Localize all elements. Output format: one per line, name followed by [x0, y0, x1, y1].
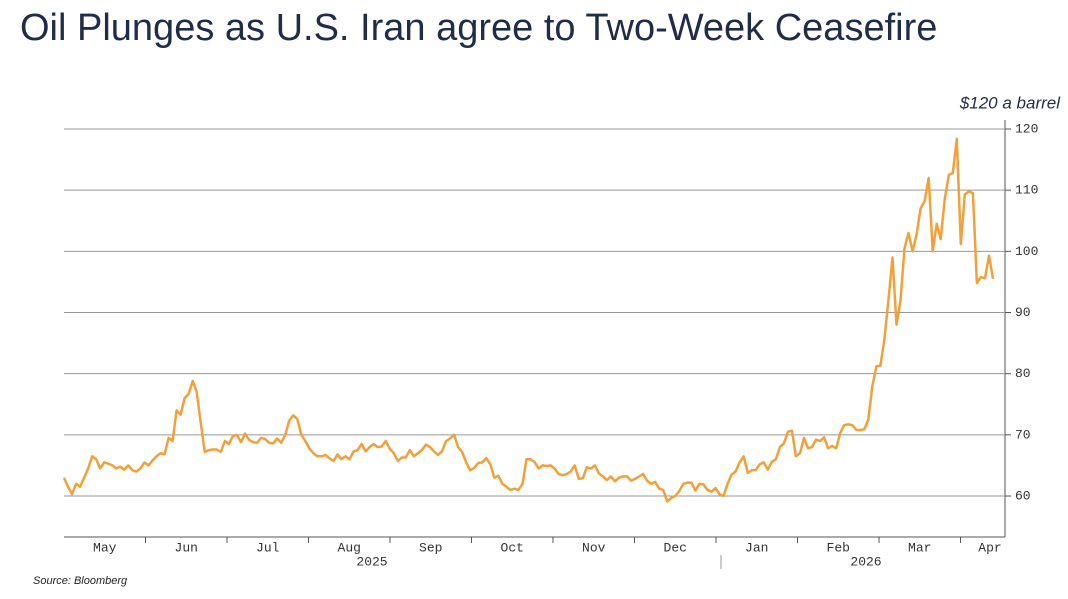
price-line [62, 137, 995, 503]
year-label: 2026 [850, 554, 881, 569]
x-tick-label: Oct [501, 540, 524, 555]
x-tick-label: Feb [827, 540, 850, 555]
y-tick-label: 80 [1015, 366, 1031, 381]
annotation: $120 a barrel [959, 93, 1061, 112]
y-tick-label: 70 [1015, 427, 1031, 442]
y-tick-label: 120 [1015, 121, 1038, 136]
x-tick-label: May [93, 540, 117, 555]
x-tick-label: Jan [745, 540, 768, 555]
x-tick-label: Dec [664, 540, 687, 555]
chart-title: Oil Plunges as U.S. Iran agree to Two-We… [20, 7, 937, 49]
y-tick-label: 110 [1015, 183, 1038, 198]
x-tick-label: Jul [256, 540, 280, 555]
source: Source: Bloomberg [33, 575, 128, 587]
x-tick-label: Mar [908, 540, 931, 555]
x-tick-label: Apr [978, 540, 1001, 555]
x-tick-label: Jun [175, 540, 198, 555]
x-tick-label: Sep [419, 540, 442, 555]
y-tick-label: 60 [1015, 488, 1031, 503]
year-label: 2025 [356, 554, 387, 569]
y-tick-label: 90 [1015, 305, 1031, 320]
x-tick-label: Nov [582, 540, 606, 555]
y-tick-label: 100 [1015, 244, 1038, 259]
x-tick-label: Aug [338, 540, 361, 555]
